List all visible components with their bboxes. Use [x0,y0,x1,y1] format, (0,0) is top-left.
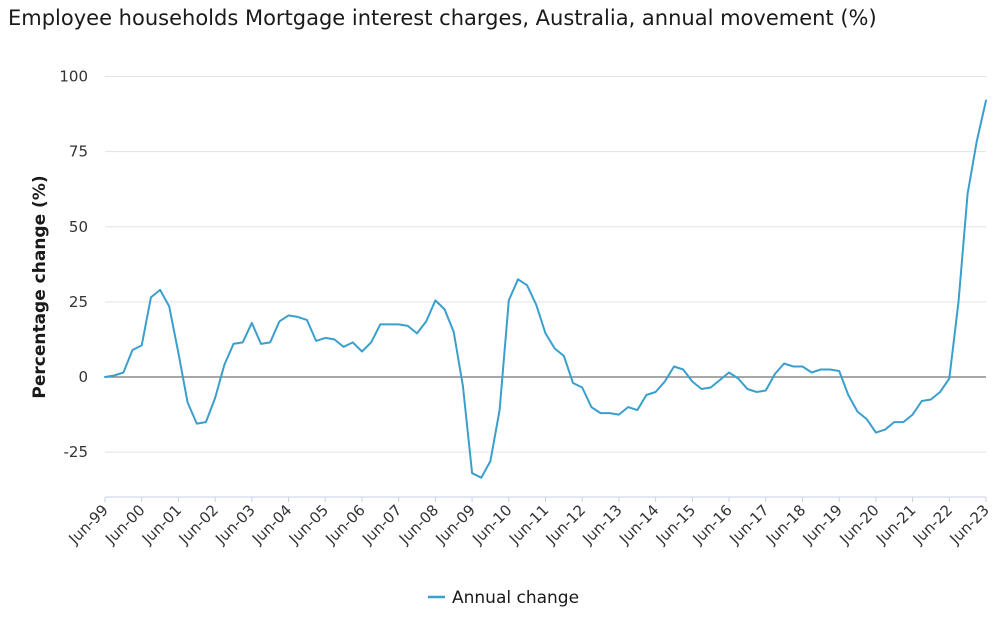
x-tick-label: Jun-99 [64,501,111,548]
x-tick-label: Jun-07 [358,501,405,548]
x-tick-label: Jun-09 [432,501,479,548]
x-axis-ticks: Jun-99Jun-00Jun-01Jun-02Jun-03Jun-04Jun-… [64,497,993,548]
x-tick-label: Jun-15 [652,501,699,548]
y-tick-label: 100 [59,68,88,86]
y-tick-label: 0 [78,368,88,386]
gridlines [105,76,986,498]
y-tick-label: -25 [64,443,89,461]
x-tick-label: Jun-21 [872,501,919,548]
legend-label-annual-change: Annual change [452,588,579,608]
x-tick-label: Jun-01 [138,501,185,548]
x-tick-label: Jun-17 [725,501,772,548]
series-layer [104,99,987,479]
x-tick-label: Jun-10 [468,501,515,548]
x-tick-label: Jun-06 [321,501,368,548]
x-tick-label: Jun-12 [542,501,589,548]
x-tick-label: Jun-23 [945,501,992,548]
y-axis-ticks: -25 0 25 50 75 100 [59,68,88,462]
y-tick-label: 50 [69,218,88,236]
x-tick-label: Jun-00 [101,501,148,548]
x-tick-label: Jun-02 [175,501,222,548]
x-tick-label: Jun-13 [578,501,625,548]
chart-title: Employee households Mortgage interest ch… [8,6,877,30]
x-tick-label: Jun-20 [835,501,882,548]
x-tick-label: Jun-18 [762,501,809,548]
y-axis-title: Percentage change (%) [30,175,50,398]
x-tick-label: Jun-04 [248,501,295,548]
x-tick-label: Jun-22 [909,501,956,548]
x-tick-label: Jun-19 [799,501,846,548]
x-tick-label: Jun-16 [689,501,736,548]
series-line-annual-change[interactable] [104,99,987,479]
x-tick-label: Jun-05 [285,501,332,548]
legend[interactable]: Annual change [428,588,579,608]
x-tick-label: Jun-11 [505,501,552,548]
x-tick-label: Jun-08 [395,501,442,548]
y-tick-label: 25 [69,293,88,311]
x-tick-label: Jun-14 [615,501,662,548]
x-tick-label: Jun-03 [211,501,258,548]
y-tick-label: 75 [69,143,88,161]
